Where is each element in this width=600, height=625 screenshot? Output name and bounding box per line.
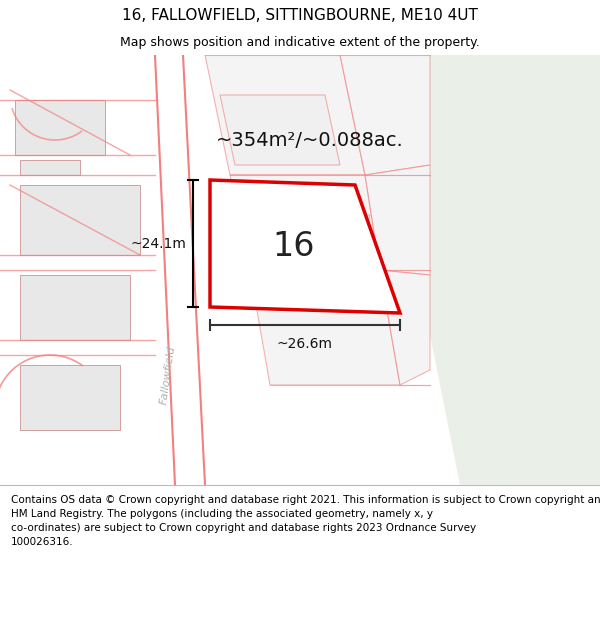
Text: ~354m²/~0.088ac.: ~354m²/~0.088ac. (216, 131, 404, 149)
Polygon shape (340, 55, 430, 175)
Polygon shape (210, 180, 400, 313)
Polygon shape (20, 185, 140, 255)
Text: Map shows position and indicative extent of the property.: Map shows position and indicative extent… (120, 36, 480, 49)
Polygon shape (230, 175, 380, 270)
Text: ~26.6m: ~26.6m (277, 337, 333, 351)
Polygon shape (380, 270, 430, 385)
Text: ~24.1m: ~24.1m (130, 236, 186, 251)
Polygon shape (430, 55, 600, 485)
Polygon shape (250, 270, 400, 385)
Text: 16, FALLOWFIELD, SITTINGBOURNE, ME10 4UT: 16, FALLOWFIELD, SITTINGBOURNE, ME10 4UT (122, 8, 478, 23)
Polygon shape (205, 55, 365, 175)
Polygon shape (20, 275, 130, 340)
Text: Fallowfield: Fallowfield (159, 345, 177, 405)
Polygon shape (220, 95, 340, 165)
Text: Contains OS data © Crown copyright and database right 2021. This information is : Contains OS data © Crown copyright and d… (11, 495, 600, 547)
Polygon shape (20, 365, 120, 430)
Polygon shape (155, 55, 205, 485)
Polygon shape (250, 215, 370, 255)
Polygon shape (365, 165, 430, 275)
Polygon shape (15, 100, 105, 155)
Polygon shape (20, 160, 80, 175)
Text: 16: 16 (272, 230, 315, 262)
